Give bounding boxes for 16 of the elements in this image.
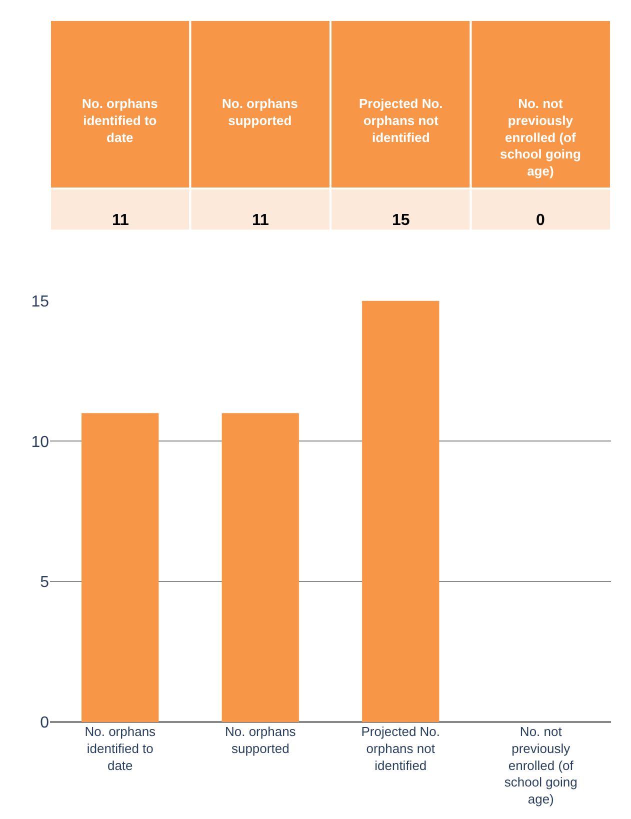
text: Projected No. orphans not identified bbox=[359, 96, 443, 145]
x-tick-label: No. orphans identified to date bbox=[84, 724, 156, 773]
x-tick-label: No. not previously enrolled (of school going age) bbox=[504, 724, 578, 807]
text: No. orphans supported bbox=[222, 96, 298, 128]
data-label: 15 bbox=[392, 212, 410, 229]
text: No. not previously enrolled (of school going age) bbox=[500, 96, 581, 179]
y-tick-label: 5 bbox=[40, 574, 50, 592]
data-label: 11 bbox=[252, 212, 270, 229]
text: No. orphans identified to date bbox=[82, 96, 158, 145]
y-tick-label: 15 bbox=[31, 293, 50, 310]
x-tick-label: No. orphans supported bbox=[224, 724, 296, 756]
x-tick-label: Projected No. orphans not identified bbox=[361, 724, 440, 773]
y-tick-label: 0 bbox=[40, 714, 50, 732]
data-label: 11 bbox=[112, 212, 130, 229]
y-tick-label: 10 bbox=[31, 434, 50, 451]
data-label: 0 bbox=[536, 212, 545, 229]
